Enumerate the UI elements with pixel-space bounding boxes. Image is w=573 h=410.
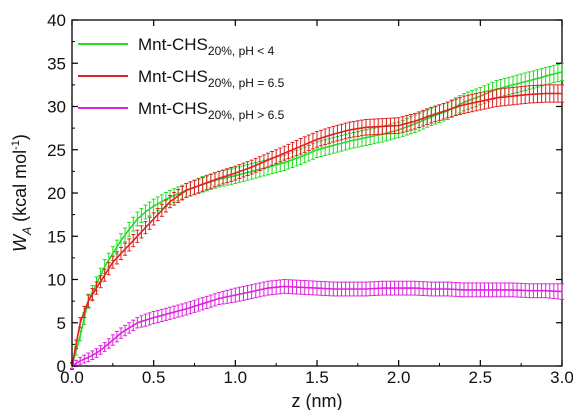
y-tick-label-6: 30	[47, 98, 66, 117]
legend-label-main-2: Mnt-CHS	[138, 99, 208, 118]
x-tick-label-6: 3.0	[550, 368, 573, 387]
series-1	[70, 84, 564, 370]
y-axis-title: WA (kcal mol-1)	[10, 134, 34, 252]
y-axis-title-sub: A	[20, 227, 34, 236]
y-tick-label-4: 20	[47, 184, 66, 203]
series-1-line	[71, 92, 562, 367]
x-tick-label-3: 1.5	[305, 368, 329, 387]
x-tick-label-0: 0.0	[60, 368, 84, 387]
legend-label-main-0: Mnt-CHS	[138, 35, 208, 54]
y-tick-label-7: 35	[47, 54, 66, 73]
y-tick-label-8: 40	[47, 11, 66, 30]
x-tick-label-4: 2.0	[387, 368, 411, 387]
series-2-error-bars	[70, 279, 564, 370]
x-tick-label-2: 1.0	[224, 368, 248, 387]
series-2-line	[71, 285, 563, 367]
legend-label-2: Mnt-CHS20%, pH > 6.5	[138, 99, 285, 122]
y-axis-title-sup: -1	[10, 140, 22, 150]
ticks-layer: 0.0 0.5 1.0 1.5 2.0 2.5 3.0 0 5 10 15 20 25 30 35 40	[47, 11, 573, 387]
y-axis-title-unit: (kcal mol	[10, 150, 30, 227]
x-tick-label-5: 2.5	[469, 368, 493, 387]
y-axis-title-close: )	[10, 134, 30, 140]
y-tick-label-2: 10	[47, 271, 66, 290]
y-tick-label-3: 15	[47, 227, 66, 246]
y-tick-label-0: 0	[57, 357, 66, 376]
legend-label-0: Mnt-CHS20%, pH < 4	[138, 35, 275, 58]
legend-label-sub-0: 20%, pH < 4	[208, 44, 275, 58]
legend-label-sub-1: 20%, pH = 6.5	[208, 76, 285, 90]
series-2	[70, 279, 564, 370]
y-axis-title-main: W	[10, 233, 30, 252]
x-tick-label-1: 0.5	[142, 368, 166, 387]
legend-label-sub-2: 20%, pH > 6.5	[208, 108, 285, 122]
series-0-line	[71, 71, 563, 367]
y-tick-label-5: 25	[47, 141, 66, 160]
series-1-error-bars	[70, 84, 564, 370]
x-axis-title: z (nm)	[292, 391, 343, 410]
y-tick-label-1: 5	[57, 314, 66, 333]
legend-label-main-1: Mnt-CHS	[138, 67, 208, 86]
series-layer	[70, 62, 564, 370]
legend-label-1: Mnt-CHS20%, pH = 6.5	[138, 67, 285, 90]
